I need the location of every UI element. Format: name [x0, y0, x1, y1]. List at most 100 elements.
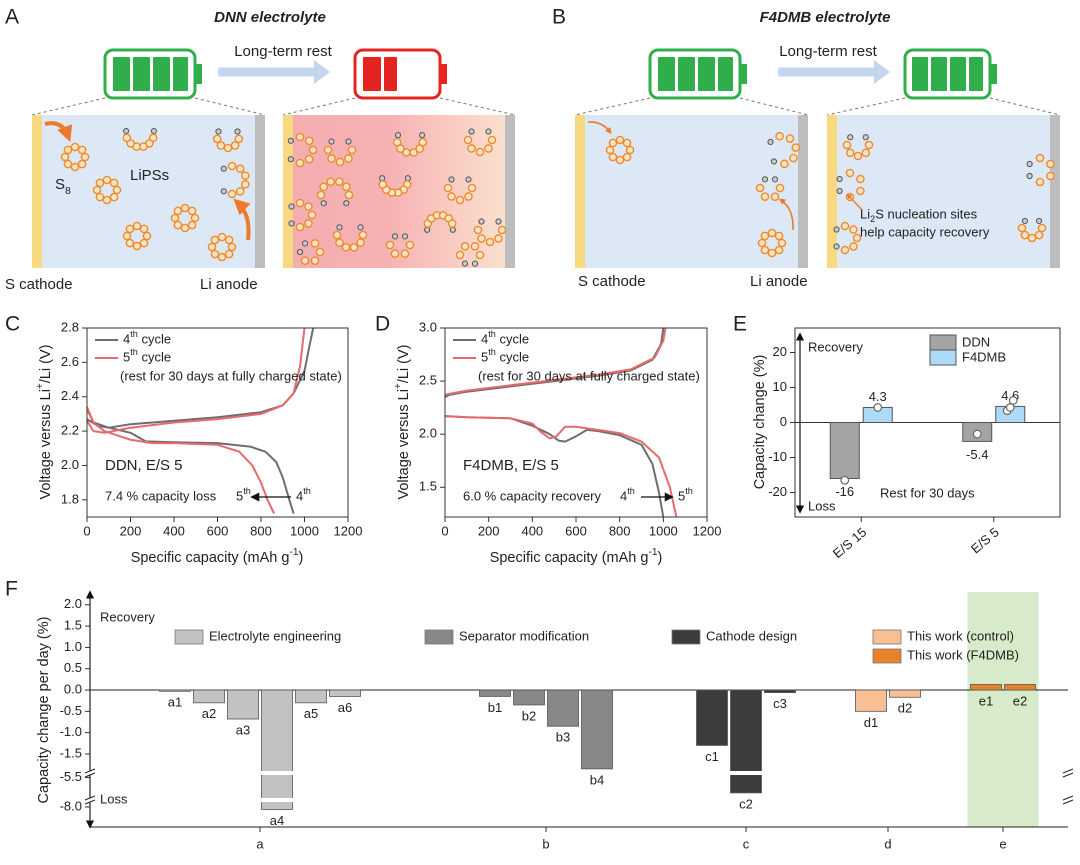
sulfur-atom — [852, 233, 862, 243]
legend-label: 5th cycle — [123, 347, 171, 364]
x-tick-label: E/S 15 — [830, 524, 870, 561]
y-tick-label: 2.0 — [419, 426, 437, 441]
annotation: Recovery — [808, 339, 863, 354]
battery-terminal — [440, 64, 447, 84]
sulfur-atom — [344, 190, 354, 200]
group-label: d — [884, 836, 891, 851]
sulfur-atom — [223, 143, 233, 153]
zoom-line — [282, 97, 356, 116]
axis-break-mark — [84, 799, 96, 805]
y-tick-label: 3.0 — [419, 319, 437, 334]
lithium-atom — [320, 200, 327, 207]
lithium-atom — [1026, 172, 1033, 180]
bar-label: a2 — [202, 706, 216, 721]
sulfur-atom — [335, 238, 344, 247]
sulfur-atom — [77, 145, 87, 155]
sulfur-atom — [132, 241, 142, 251]
zoom-line — [31, 97, 106, 116]
bar-label: a4 — [270, 813, 284, 828]
electrode-label: S cathode — [578, 273, 646, 290]
annotation: Loss — [808, 498, 836, 513]
bar — [159, 689, 191, 692]
lithium-atom — [478, 218, 485, 225]
voltage-curve — [86, 327, 306, 515]
cell — [827, 115, 1060, 268]
battery-terminal — [990, 64, 997, 84]
sulfur-atom — [92, 185, 102, 195]
sulfur-atom — [1046, 171, 1055, 181]
zoom-line — [439, 97, 516, 116]
sulfur-atom — [326, 177, 335, 186]
species-label: LiPSs — [130, 167, 169, 184]
group-label: b — [542, 836, 549, 851]
note: help capacity recovery — [860, 224, 990, 239]
legend-note: (rest for 30 days at fully charged state… — [120, 368, 342, 383]
plot-frame — [86, 327, 349, 518]
annotation: Loss — [100, 791, 128, 806]
sulfur-atom — [173, 206, 183, 216]
sulfur-atom — [1020, 230, 1030, 240]
data-point — [840, 475, 850, 485]
x-tick-label: 400 — [163, 523, 185, 538]
lithium-atom — [391, 233, 399, 240]
x-tick-label: 0 — [83, 523, 90, 538]
sulfur-atom — [443, 183, 453, 193]
lithium-atom — [343, 200, 350, 207]
zoom-line — [826, 97, 906, 116]
sulfur-atom — [775, 131, 784, 141]
lithium-atom — [220, 165, 227, 172]
x-tick-label: 800 — [250, 523, 272, 538]
sulfur-atom — [170, 213, 180, 223]
annotation: 7.4 % capacity loss — [105, 488, 217, 503]
battery-bar — [658, 57, 675, 91]
y-tick-label: 0 — [780, 414, 787, 429]
zoom-line — [739, 97, 809, 116]
legend-swatch — [671, 629, 701, 645]
sulfur-atom — [1035, 153, 1045, 163]
sulfur-atom — [310, 256, 320, 265]
sulfur-atom — [1037, 223, 1047, 233]
sulfur-atom — [295, 222, 305, 232]
sulfur-atom — [405, 240, 415, 250]
y-tick-label: 1.0 — [64, 639, 82, 654]
sulfur-atom — [467, 183, 477, 193]
anode — [505, 115, 515, 268]
sulfur-atom — [344, 154, 353, 163]
lithium-atom — [847, 134, 854, 141]
panel-title: F4DMB electrolyte — [760, 9, 891, 26]
battery-bar — [931, 57, 947, 91]
sulfur-atom — [767, 228, 777, 238]
axis-break-mark — [1062, 799, 1074, 805]
y-axis-label: Voltage versus Li+/Li (V) — [393, 344, 412, 499]
sulfur-atom — [125, 238, 135, 248]
lithium-atom — [833, 226, 840, 233]
cathode — [827, 115, 837, 268]
bar-label: b2 — [522, 708, 536, 723]
lithium-atom — [424, 226, 431, 233]
panel-letter: E — [733, 313, 747, 336]
legend-label: DDN — [962, 334, 990, 349]
lithium-atom — [833, 243, 840, 250]
battery-bar — [363, 57, 381, 91]
sulfur-atom — [80, 152, 90, 162]
sulfur-atom — [770, 192, 780, 201]
sulfur-atom — [227, 189, 237, 199]
sulfur-atom — [840, 221, 850, 231]
sulfur-atom — [217, 232, 227, 242]
sulfur-atom — [400, 249, 410, 258]
sulfur-atom — [210, 249, 220, 259]
sulfur-atom — [755, 183, 765, 193]
legend-label: Electrolyte engineering — [209, 628, 341, 643]
highlight — [967, 592, 1039, 827]
plot-frame — [794, 327, 1061, 518]
sulfur-atom — [392, 137, 402, 147]
sulfur-atom — [227, 161, 237, 171]
lithium-atom — [287, 156, 294, 163]
sulfur-atom — [477, 234, 486, 243]
sulfur-atom — [460, 242, 470, 251]
sulfur-atom — [484, 144, 493, 153]
lithium-atom — [771, 176, 779, 183]
sulfur-atom — [622, 138, 632, 148]
lithium-atom — [220, 188, 227, 195]
